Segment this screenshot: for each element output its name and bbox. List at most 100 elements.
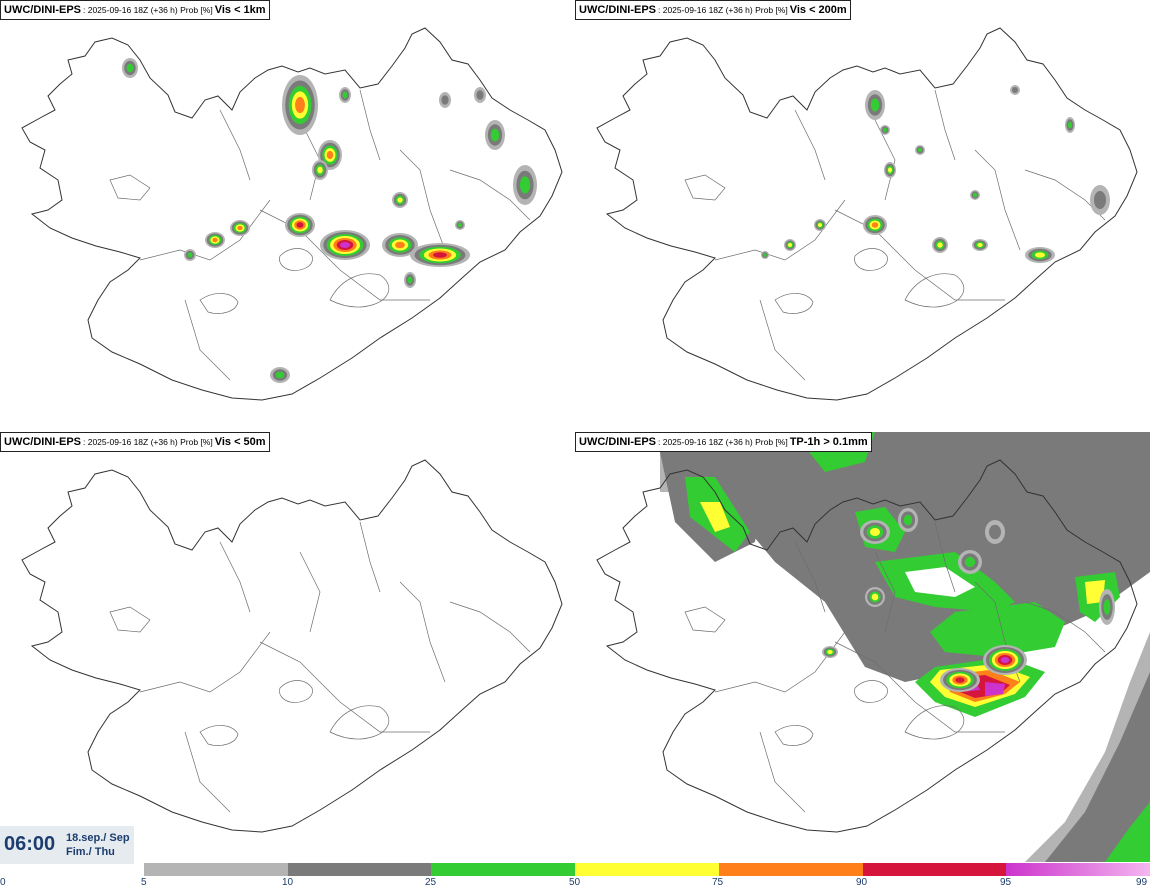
iceland-map-vis-1km — [21, 27, 563, 401]
inland-boundary — [974, 149, 1021, 251]
probability-contour — [433, 252, 447, 258]
probability-contour — [457, 222, 463, 228]
panel-meta: : 2025-09-16 18Z (+36 h) Prob [%] — [658, 5, 788, 15]
inland-boundary — [184, 731, 231, 813]
colorbar-segment-10-25 — [287, 863, 432, 876]
valid-time-box: 06:00 18.sep./ Sep Fim./ Thu — [0, 826, 134, 864]
inland-boundary — [399, 149, 446, 251]
inland-boundary — [714, 199, 846, 261]
iceland-map-vis-200m — [596, 27, 1138, 401]
probability-contour — [871, 593, 879, 601]
inland-boundary — [774, 725, 814, 746]
inland-boundary — [854, 248, 888, 271]
valid-time-clock: 06:00 — [4, 833, 56, 855]
inland-boundary — [109, 606, 151, 633]
colorbar-tick-10: 10 — [282, 877, 294, 888]
coastline — [596, 27, 1138, 401]
probability-contour — [1067, 121, 1073, 129]
inland-boundary — [359, 521, 381, 593]
inland-boundary — [449, 601, 531, 653]
probability-contour — [519, 176, 531, 194]
probability-colorbar — [144, 863, 1150, 876]
probability-contour — [871, 222, 879, 228]
probability-contour — [397, 197, 403, 203]
panel-variable: Vis < 50m — [214, 436, 266, 448]
probability-contour — [340, 242, 350, 248]
probability-contour — [296, 222, 304, 228]
panel-meta: : 2025-09-16 18Z (+36 h) Prob [%] — [83, 5, 213, 15]
panel-variable: Vis < 1km — [214, 4, 266, 16]
probability-contour — [870, 98, 880, 112]
inland-boundary — [219, 541, 251, 613]
probability-contour — [917, 147, 923, 153]
colorbar-tick-99: 99 — [1136, 877, 1148, 888]
inland-boundary — [874, 551, 896, 633]
coastline — [21, 27, 563, 401]
valid-time-date: 18.sep./ Sep Fim./ Thu — [66, 831, 130, 859]
inland-boundary — [329, 273, 390, 308]
probability-contour — [490, 128, 500, 142]
inland-boundary — [329, 705, 390, 740]
probability-contour — [955, 677, 965, 683]
panel-meta: : 2025-09-16 18Z (+36 h) Prob [%] — [83, 437, 213, 447]
probability-contour — [1012, 87, 1018, 93]
iceland-map-vis-50m — [21, 459, 563, 833]
inland-boundary — [794, 541, 826, 613]
inland-boundary — [359, 89, 381, 161]
inland-boundary — [759, 731, 806, 813]
probability-contour — [1094, 191, 1106, 209]
colorbar-tick-75: 75 — [712, 877, 724, 888]
inland-boundary — [904, 705, 965, 740]
colorbar-tick-5: 5 — [141, 877, 147, 888]
coastline — [21, 459, 563, 833]
inland-boundary — [904, 273, 965, 308]
valid-date-line2: Fim./ Thu — [66, 846, 115, 858]
probability-contour — [317, 166, 323, 174]
probability-contour — [870, 528, 880, 536]
panel-meta: : 2025-09-16 18Z (+36 h) Prob [%] — [658, 437, 788, 447]
inland-boundary — [774, 293, 814, 314]
panel-source: UWC/DINI-EPS — [579, 436, 656, 448]
iceland-map-tp-1h — [596, 432, 1150, 862]
valid-date-line1: 18.sep./ Sep — [66, 832, 130, 844]
probability-contour — [1035, 252, 1045, 258]
probability-contour — [977, 243, 983, 247]
probability-contour — [441, 95, 449, 105]
inland-boundary — [1024, 601, 1106, 653]
colorbar-segment-5-10 — [144, 863, 288, 876]
precip-probability-field — [660, 432, 1150, 862]
probability-contour — [342, 91, 348, 99]
colorbar-segment-50-75 — [575, 863, 719, 876]
inland-boundary — [854, 680, 888, 703]
inland-boundary — [684, 174, 726, 201]
inland-boundary — [834, 209, 1005, 301]
inland-boundary — [109, 174, 151, 201]
probability-contour — [903, 514, 913, 526]
panel-source: UWC/DINI-EPS — [4, 4, 81, 16]
colorbar-segment-90-95 — [862, 863, 1007, 876]
inland-boundary — [139, 631, 271, 693]
probability-contour — [395, 241, 405, 249]
panel-title: UWC/DINI-EPS: 2025-09-16 18Z (+36 h) Pro… — [575, 432, 872, 452]
colorbar-tick-95: 95 — [1000, 877, 1012, 888]
probability-contour — [187, 252, 193, 258]
inland-boundary — [199, 293, 239, 314]
inland-boundary — [714, 631, 846, 693]
probability-contour — [126, 63, 134, 73]
colorbar-tick-90: 90 — [856, 877, 868, 888]
colorbar-segment-95-99 — [1006, 863, 1150, 876]
panel-title: UWC/DINI-EPS: 2025-09-16 18Z (+36 h) Pro… — [575, 0, 851, 20]
probability-contour — [1103, 599, 1111, 615]
probability-contour — [788, 243, 792, 247]
probability-contour — [212, 237, 218, 243]
probability-contour — [818, 223, 822, 227]
probability-contour — [964, 556, 976, 568]
coastline — [596, 459, 1138, 833]
inland-boundary — [219, 109, 251, 181]
panel-variable: TP-1h > 0.1mm — [789, 436, 868, 448]
probability-contour — [972, 192, 978, 198]
colorbar-tick-0: 0 — [0, 877, 6, 888]
colorbar-tick-50: 50 — [569, 877, 581, 888]
inland-boundary — [834, 641, 1005, 733]
map-panel-vis-50m: UWC/DINI-EPS: 2025-09-16 18Z (+36 h) Pro… — [0, 432, 575, 862]
